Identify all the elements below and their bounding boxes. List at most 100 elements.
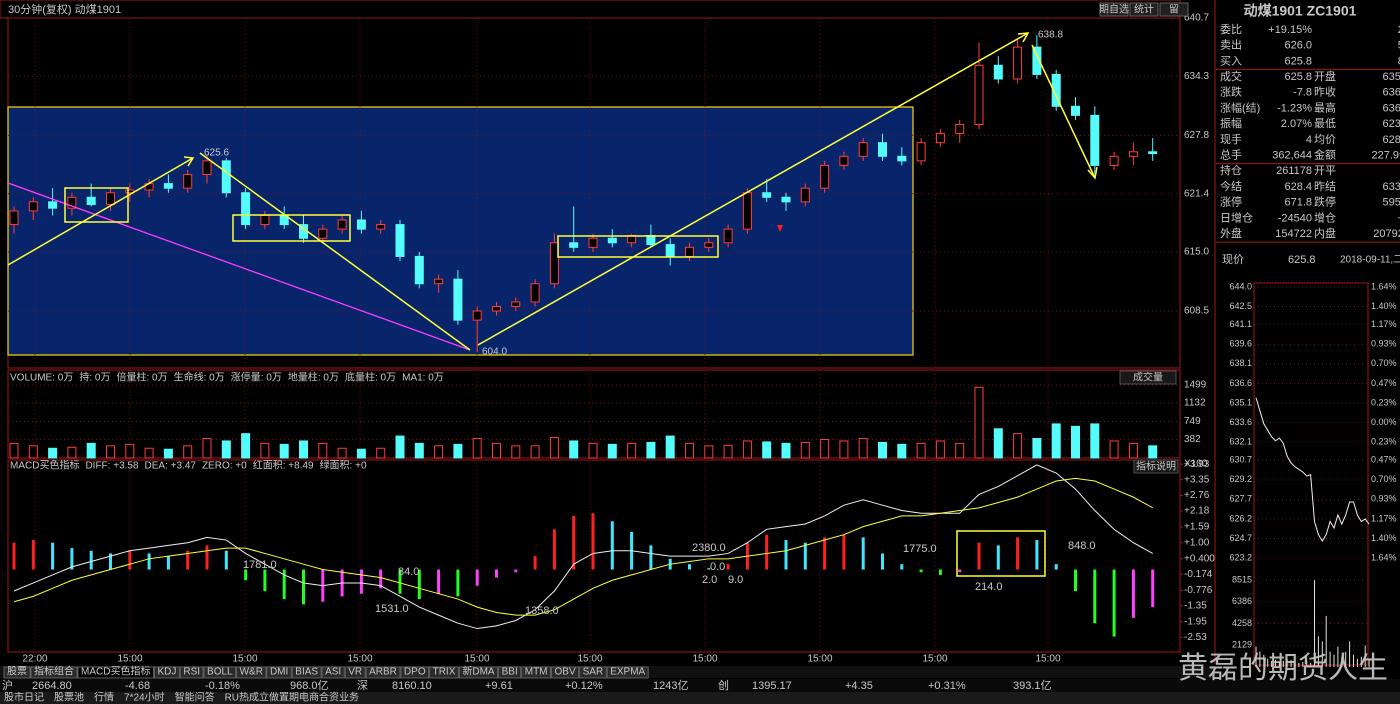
candle-body [163,183,173,189]
tab-label[interactable]: MACD买色指标 [81,665,150,678]
bottom-link[interactable]: 行情 [94,691,114,704]
toolbar-button-label[interactable]: 留 [1169,3,1179,16]
mini-tick-label: 639.6 [1229,339,1252,349]
tab-label[interactable]: KDJ [157,667,176,678]
macd-annotation: 1781.0 [243,559,277,571]
macd-histogram [456,569,460,597]
candle-body [183,174,193,189]
mini-tick-label: 626.2 [1229,513,1252,523]
toolbar-button[interactable] [1099,2,1129,17]
tab-label[interactable]: 新DMA [462,665,495,678]
volume-bar [1109,440,1119,459]
volume-bar [820,438,830,459]
tab-label[interactable]: 指标组合 [34,665,74,678]
candle-body [549,242,559,285]
tab[interactable] [321,666,345,679]
tab-label[interactable]: VR [348,667,362,678]
indicator-button-label[interactable]: 成交量 [1133,371,1163,384]
tab-label[interactable]: TRIX [433,667,456,678]
candle-body [376,224,386,230]
tab[interactable] [400,666,430,679]
macd-histogram [224,550,228,570]
tab[interactable] [579,666,607,679]
volume-bar [279,443,289,459]
tab[interactable] [521,666,552,679]
toolbar-button[interactable] [1159,2,1189,17]
tab[interactable] [203,666,237,679]
tab[interactable] [291,666,322,679]
indicator-button-label[interactable]: 指标说明 [1136,460,1176,473]
status-item: +0.31% [928,680,966,692]
tab-label[interactable]: MTM [525,667,548,678]
status-item: 创 [718,679,729,692]
quote-value: -1.23% [1277,102,1312,114]
tab[interactable] [179,666,204,679]
macd-histogram [842,534,846,570]
macd-annotation: 84.0 [398,566,419,578]
bottom-link[interactable]: 股市日记 [4,691,44,704]
tab[interactable] [606,666,649,679]
macd-histogram [12,542,16,570]
macd-tick-label: -1.95 [1184,616,1207,627]
volume-bar [781,442,791,459]
tab-label[interactable]: 股票 [7,666,27,678]
macd-histogram [977,542,981,570]
macd-annotation: 1775.0 [903,543,937,555]
volume-bar [434,445,444,459]
tab-label[interactable]: ARBR [369,667,397,678]
macd-histogram [282,569,286,600]
status-item: +9.61 [485,680,513,692]
tab[interactable] [458,666,499,679]
arrow-head [1017,32,1030,43]
mini-tick-label: 624.7 [1229,533,1252,543]
tab-label[interactable]: OBV [555,667,576,678]
tab-label[interactable]: ASI [325,667,341,678]
tab[interactable] [30,666,78,679]
tab-label[interactable]: DMI [270,667,288,678]
tab[interactable] [153,666,180,679]
tab-label[interactable]: EXPMA [610,667,645,678]
tab[interactable] [551,666,580,679]
bottom-link[interactable]: RU热成立做置期电商合资业务 [225,691,359,704]
mini-tick-label: 642.5 [1229,301,1252,311]
bottom-link[interactable]: 7*24小时 [124,692,165,704]
macd-histogram [263,569,267,591]
news-strip [0,692,1400,704]
tab-label[interactable]: SAR [583,667,604,678]
tab-label[interactable]: DPO [404,667,426,678]
indicator-button[interactable] [1133,459,1179,474]
tab[interactable] [498,666,522,679]
bottom-link[interactable]: 股票池 [54,691,84,704]
macd-histogram [784,540,788,570]
quote-value: 636.8 [1382,87,1400,99]
indicator-button[interactable] [1119,370,1177,385]
candle-body [685,246,694,257]
macd-histogram [437,569,441,594]
tab-label[interactable]: BBI [502,667,518,678]
mini-tick-label: 641.1 [1229,319,1252,329]
toolbar-button-label[interactable]: 统计 [1134,3,1154,16]
macd-histogram [31,540,35,570]
quote-value: 671.8 [1284,197,1312,209]
tab-label[interactable]: BOLL [207,667,233,678]
macd-annotation: 1531.0 [375,603,409,615]
toolbar-button-label[interactable]: 期自选 [1099,3,1129,16]
macd-histogram [610,521,614,570]
volume-bar [549,437,559,459]
tab[interactable] [236,666,267,679]
macd-histogram [70,548,74,570]
tab[interactable] [3,666,31,679]
volume-bar [800,441,810,459]
tab[interactable] [429,666,459,679]
tab[interactable] [344,666,366,679]
tab[interactable] [77,666,154,679]
tab[interactable] [266,666,292,679]
tab-label[interactable]: W&R [240,667,263,678]
bottom-link[interactable]: 智能问答 [175,691,215,704]
tab-label[interactable]: RSI [183,667,200,678]
toolbar-button[interactable] [1129,2,1159,17]
quote-value: 2.07% [1281,118,1312,130]
tab-label[interactable]: BIAS [295,667,318,678]
volume-bar [318,442,328,459]
tab[interactable] [365,666,401,679]
